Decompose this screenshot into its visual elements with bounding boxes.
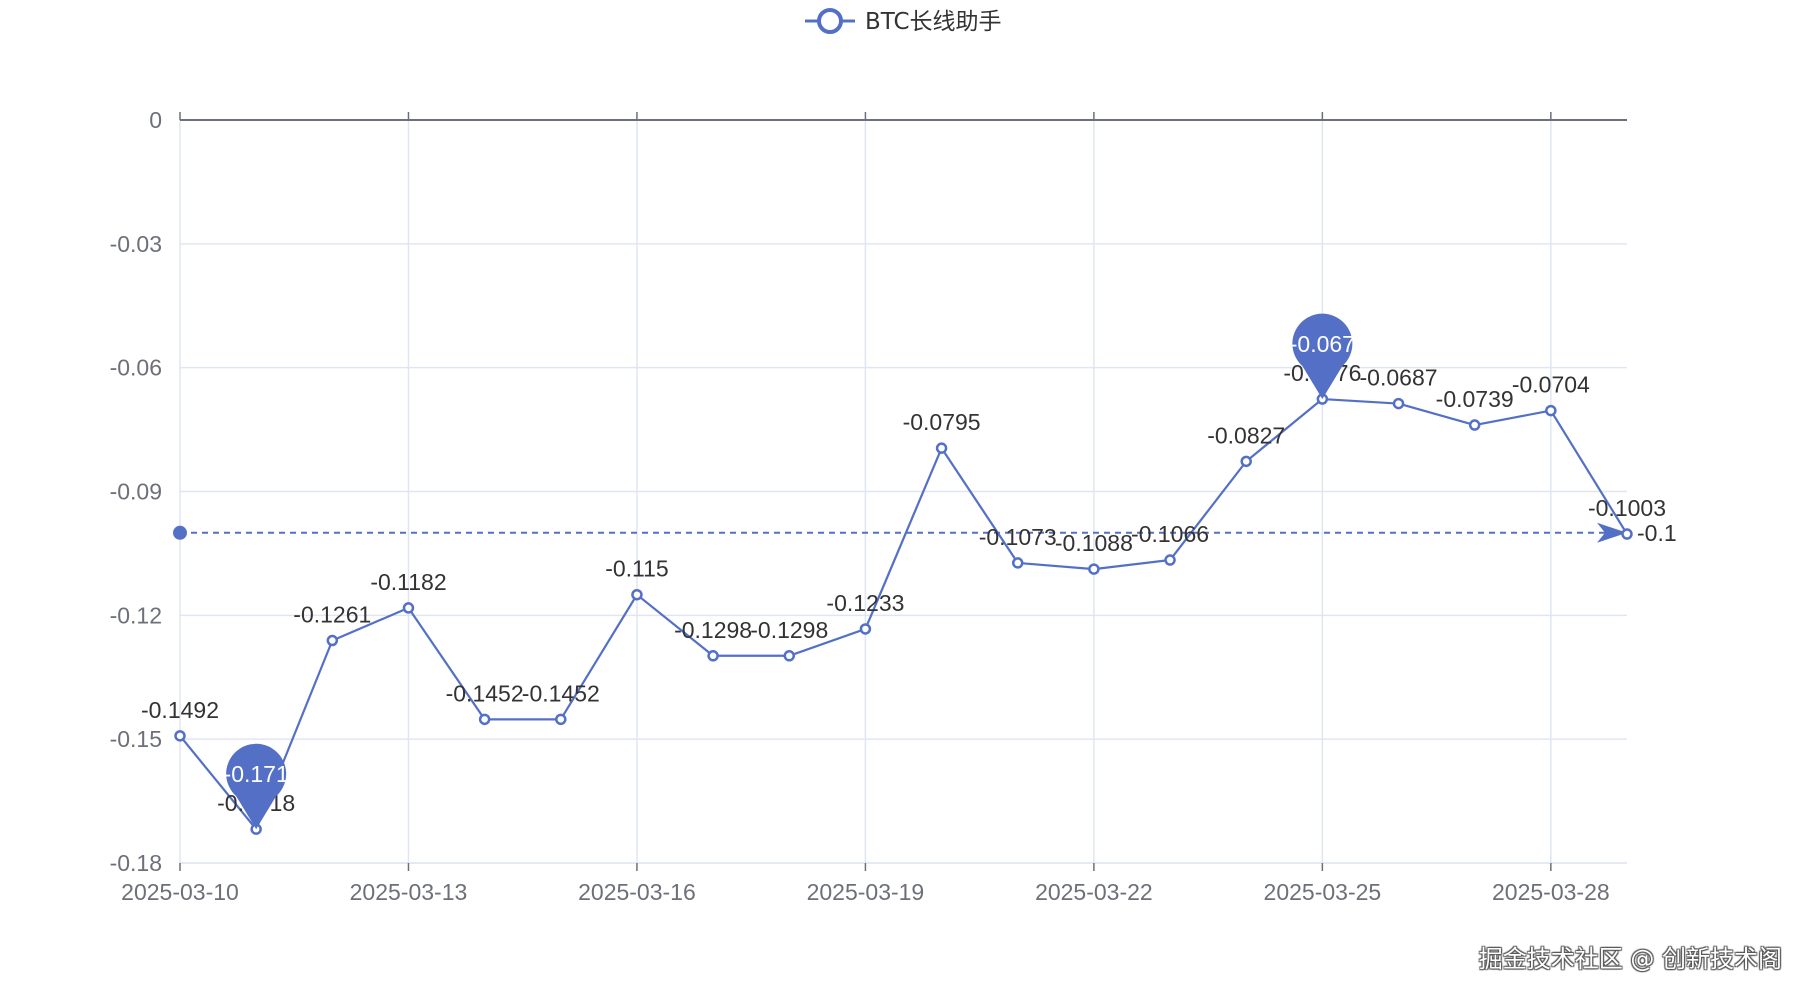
x-tick-label: 2025-03-28 (1492, 879, 1610, 905)
grid (179, 120, 1627, 864)
data-point[interactable] (1240, 455, 1252, 468)
series-line (179, 397, 1628, 831)
data-label: -0.1298 (750, 617, 828, 643)
x-tick-label: 2025-03-22 (1035, 879, 1153, 905)
data-label: -0.1066 (1131, 521, 1209, 547)
data-point[interactable] (935, 442, 948, 454)
mark-point-pin-min[interactable] (226, 743, 287, 830)
series-btc (174, 393, 1633, 835)
data-label: -0.0687 (1360, 365, 1438, 391)
data-point[interactable] (1088, 563, 1100, 575)
data-point[interactable] (174, 730, 186, 742)
legend-label: BTC长线助手 (865, 9, 1002, 35)
y-tick-label: -0.09 (110, 479, 162, 505)
y-tick-label: -0.06 (110, 355, 162, 381)
x-tick-label: 2025-03-25 (1264, 879, 1382, 905)
data-label: -0.1298 (674, 617, 752, 643)
x-tick-label: 2025-03-19 (807, 879, 925, 905)
data-label: -0.1452 (446, 680, 524, 706)
x-tick-label: 2025-03-13 (350, 879, 468, 905)
data-label: -0.1452 (522, 680, 600, 706)
y-tick-label: -0.15 (110, 726, 162, 752)
data-point[interactable] (326, 634, 339, 647)
x-tick-label: 2025-03-10 (121, 879, 239, 905)
mark-point-label-min: -0.171 (224, 761, 289, 787)
mark-point-pin-max[interactable] (1292, 313, 1353, 400)
mark-line-label: -0.1 (1637, 520, 1677, 546)
data-label: -0.1003 (1588, 495, 1666, 521)
data-label: -0.1088 (1055, 530, 1133, 556)
y-tick-label: -0.03 (110, 231, 162, 257)
mark-points: -0.171 -0.067 (224, 313, 1355, 830)
y-tick-label: 0 (149, 107, 162, 133)
average-mark-line: -0.1 (173, 520, 1677, 546)
axes: 0 -0.03 -0.06 -0.09 -0.12 -0.15 -0.18 2025-03-1… (110, 107, 1627, 905)
x-tick-label: 2025-03-16 (578, 879, 696, 905)
data-point[interactable] (1392, 397, 1405, 410)
data-point[interactable] (1545, 404, 1557, 417)
y-tick-label: -0.18 (110, 850, 162, 876)
data-point[interactable] (1468, 419, 1481, 431)
data-point[interactable] (859, 623, 872, 635)
data-label: -0.0795 (903, 409, 981, 435)
data-label: -0.115 (605, 556, 669, 582)
data-label: -0.1182 (370, 569, 446, 595)
data-label: -0.1261 (293, 602, 371, 628)
mark-point-label-max: -0.067 (1290, 331, 1355, 357)
data-label: -0.1492 (141, 697, 219, 723)
legend[interactable]: BTC长线助手 (805, 8, 1002, 35)
data-point[interactable] (631, 588, 643, 601)
legend-circle-icon (817, 8, 843, 34)
data-point[interactable] (478, 713, 491, 726)
data-point[interactable] (707, 650, 719, 662)
y-tick-label: -0.12 (110, 602, 162, 628)
data-point[interactable] (1164, 554, 1176, 566)
data-label: -0.0704 (1512, 372, 1590, 398)
data-point[interactable] (555, 713, 567, 726)
watermark: 掘金技术社区 @ 创新技术阁 (1478, 945, 1782, 973)
data-labels: -0.1492-0.1718-0.1261-0.1182-0.1452-0.14… (141, 360, 1666, 816)
data-point[interactable] (1011, 557, 1024, 569)
data-label: -0.0739 (1436, 386, 1514, 412)
data-point[interactable] (783, 650, 796, 662)
data-label: -0.1233 (826, 590, 904, 616)
data-label: -0.1073 (979, 524, 1057, 550)
data-point[interactable] (1621, 528, 1633, 540)
mark-line-arrow (1597, 522, 1627, 543)
data-label: -0.0827 (1207, 422, 1285, 448)
data-point[interactable] (402, 602, 415, 614)
